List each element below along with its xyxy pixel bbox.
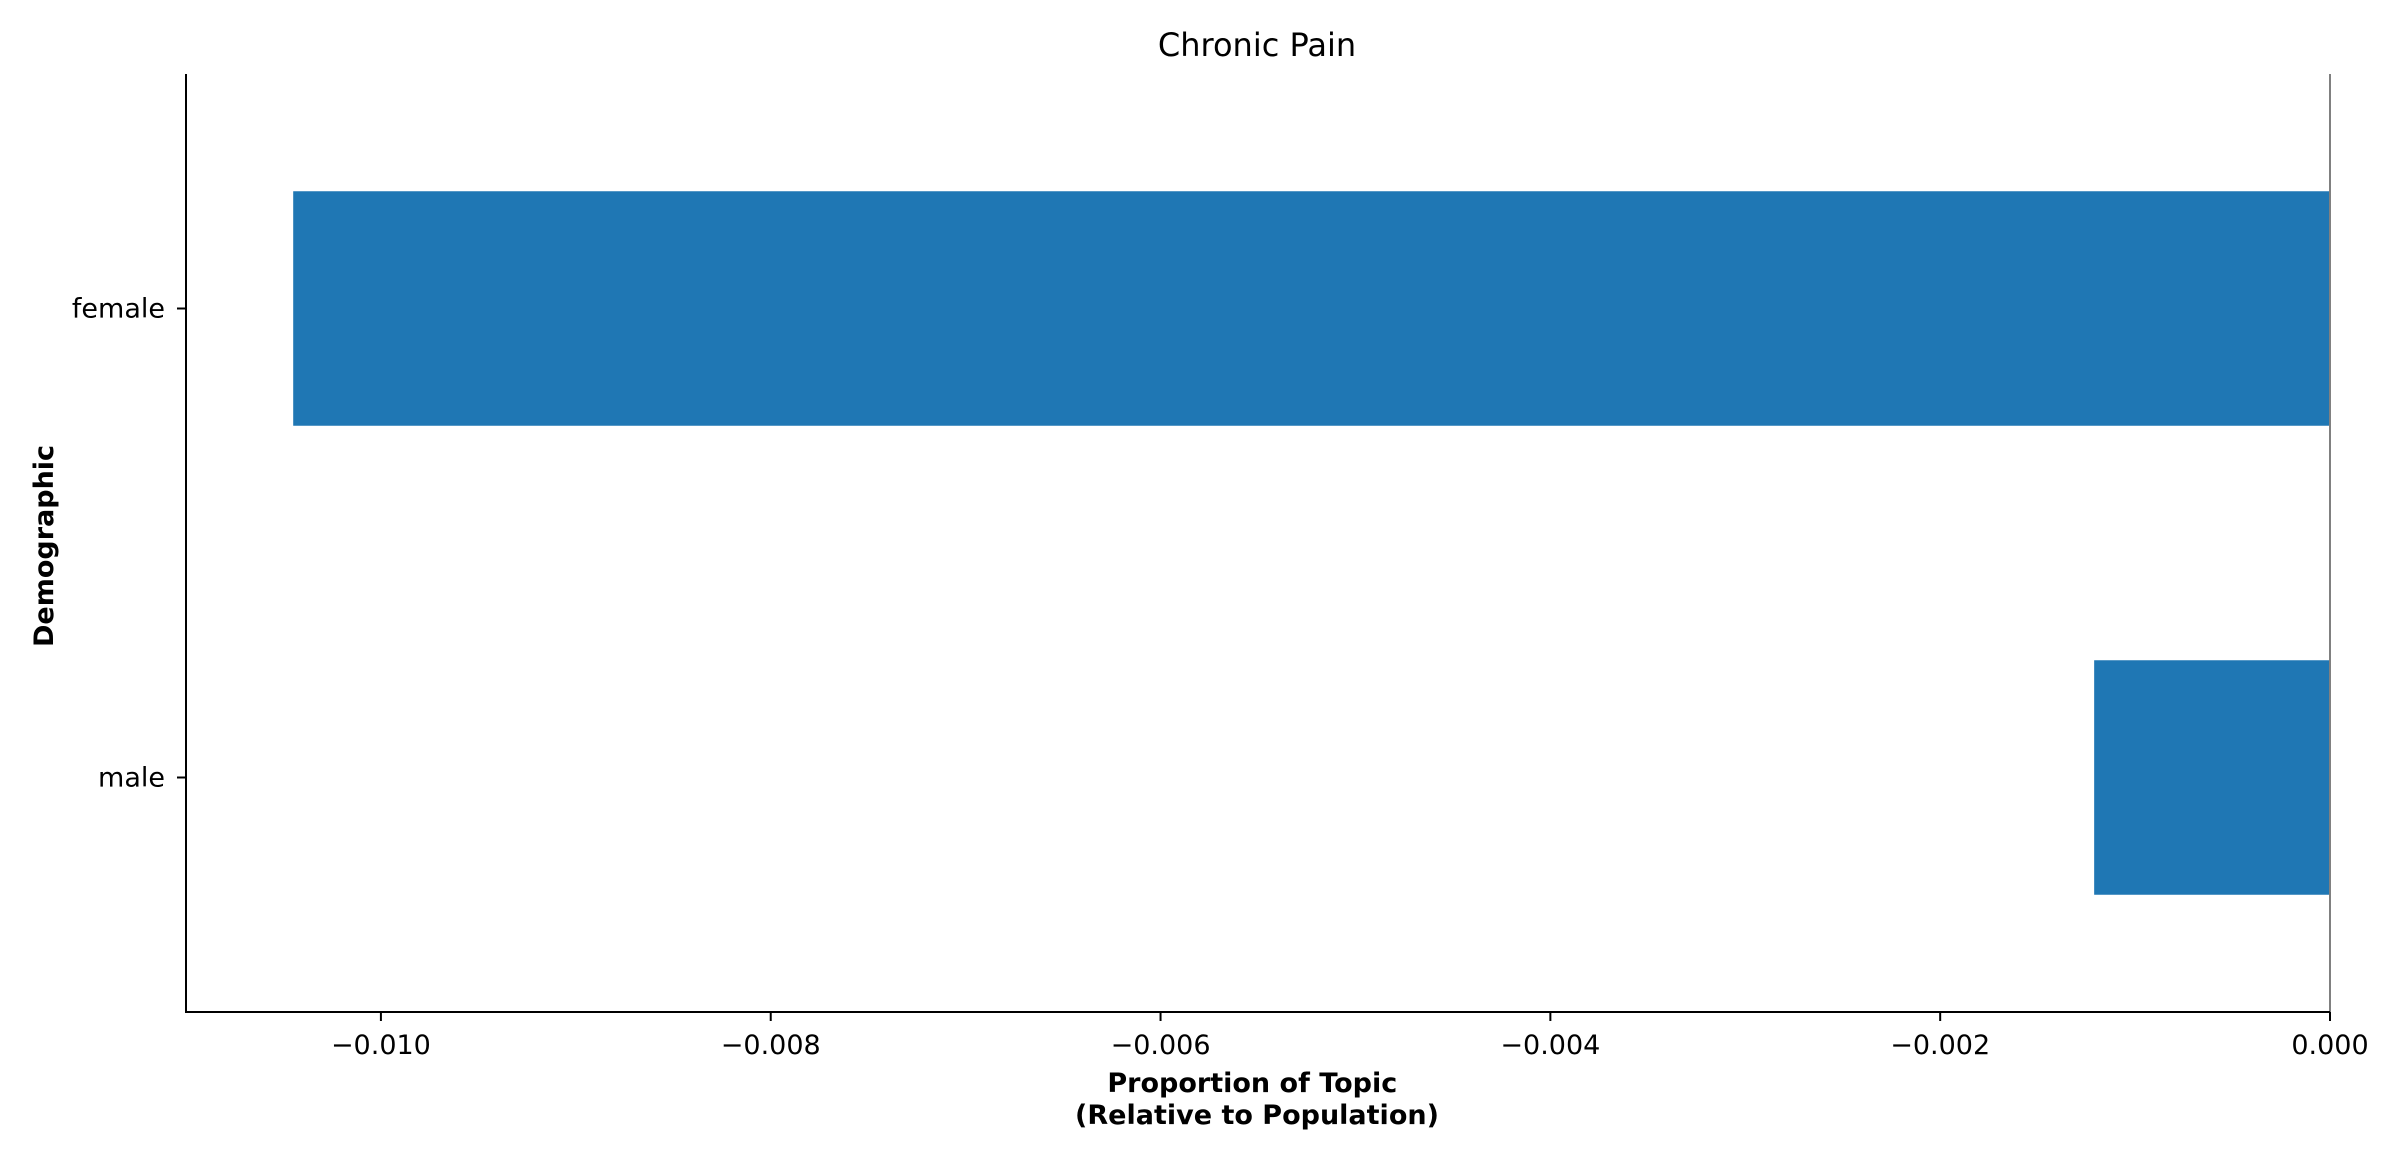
y-tick-label: female xyxy=(72,294,165,325)
x-ticks-group: −0.010 −0.008 −0.006 −0.004 −0.002 0.000 xyxy=(331,1012,2369,1061)
x-tick-label: −0.008 xyxy=(721,1030,821,1061)
x-tick-label: −0.006 xyxy=(1111,1030,1211,1061)
chart-title: Chronic Pain xyxy=(1158,26,1356,64)
bar-female xyxy=(293,191,2331,426)
bars-group xyxy=(293,191,2331,895)
y-tick-label: male xyxy=(98,763,165,794)
y-ticks-group: female male xyxy=(72,294,186,794)
bar-male xyxy=(2094,660,2330,895)
x-axis-label-line-2: (Relative to Population) xyxy=(1075,1100,1439,1131)
y-axis-label: Demographic xyxy=(29,445,60,647)
x-tick-label: −0.010 xyxy=(331,1030,431,1061)
x-tick-label: −0.004 xyxy=(1500,1030,1600,1061)
x-tick-label: 0.000 xyxy=(2291,1030,2368,1061)
x-axis-label-line-1: Proportion of Topic xyxy=(1107,1068,1397,1099)
x-axis-label: Proportion of Topic (Relative to Populat… xyxy=(1075,1068,1439,1131)
x-tick-label: −0.002 xyxy=(1890,1030,1990,1061)
